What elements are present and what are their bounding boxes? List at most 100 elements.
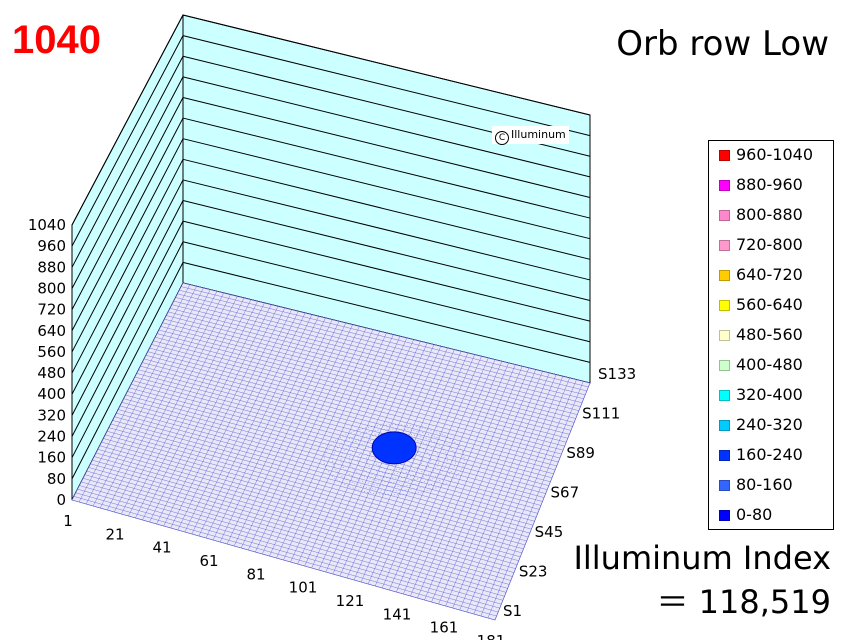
floor-mesh-line	[173, 300, 583, 403]
z-gridline-back	[182, 179, 591, 281]
floor-mesh-line	[171, 304, 581, 407]
peak-halo	[365, 445, 423, 475]
floor-mesh-line	[168, 311, 578, 415]
floor-mesh-line	[175, 297, 584, 400]
peak-halo	[332, 428, 457, 491]
floor-mesh-line	[166, 315, 576, 419]
y-tick-label: S89	[566, 444, 595, 462]
legend-label: 240-320	[736, 415, 803, 434]
legend-item: 0-80	[719, 505, 772, 525]
peak-blob	[323, 424, 465, 496]
z-gridline-left	[71, 117, 184, 332]
z-gridline-left	[71, 138, 184, 353]
z-gridline-back	[182, 14, 591, 116]
floor-mesh-line	[438, 369, 536, 605]
floor-mesh-line	[459, 374, 557, 611]
z-gridline-back	[182, 158, 591, 260]
z-tick-label: 800	[37, 279, 66, 297]
y-tick-label: S133	[598, 365, 636, 383]
legend-swatch	[719, 390, 730, 401]
legend-label: 720-800	[736, 235, 803, 254]
illuminum-index: Illuminum Index ＝ 118,519	[573, 536, 831, 624]
floor-mesh-line	[487, 381, 584, 619]
floor-mesh-line	[473, 377, 570, 615]
legend-item: 560-640	[719, 295, 803, 315]
x-tick-label: 61	[199, 552, 218, 570]
z-gridline-back	[182, 76, 591, 178]
z-gridline-left	[71, 179, 184, 395]
watermark-text: Illuminum	[511, 128, 566, 141]
max-value-label: 1040	[12, 18, 101, 62]
z-tick-label: 560	[37, 343, 66, 361]
legend-swatch	[719, 420, 730, 431]
peak-surface	[371, 431, 417, 465]
index-value: ＝ 118,519	[656, 583, 831, 621]
floor-mesh-line	[182, 282, 591, 384]
z-gridline-left	[71, 262, 184, 480]
legend-label: 560-640	[736, 295, 803, 314]
y-tick-label: S23	[519, 563, 548, 581]
floor-mesh	[71, 282, 591, 621]
x-tick-label: 81	[246, 565, 265, 583]
x-tick-label: 101	[289, 579, 318, 597]
z-tick-label: 240	[37, 428, 66, 446]
left-wall	[71, 14, 184, 501]
legend-item: 800-880	[719, 205, 803, 225]
x-tick-label: 21	[105, 525, 124, 543]
z-gridline-left	[71, 14, 184, 226]
z-gridline-left	[71, 241, 184, 458]
copyright-icon: C	[495, 131, 509, 145]
legend-label: 400-480	[736, 355, 803, 374]
z-gridline-back	[182, 220, 591, 322]
legend-label: 960-1040	[736, 145, 814, 164]
floor-mesh-line	[177, 293, 586, 396]
floor-mesh-line	[466, 376, 564, 613]
chart-title: Orb row Low	[616, 24, 829, 64]
legend-swatch	[719, 480, 730, 491]
z-gridline-left	[71, 35, 184, 247]
z-tick-label: 1040	[28, 216, 66, 234]
legend-item: 160-240	[719, 445, 803, 465]
z-axis-ticks: 0 80 160 240 320 400 480 560 640 720 800 880 960 1040	[28, 216, 66, 509]
z-tick-label: 960	[37, 237, 66, 255]
floor-mesh-line	[169, 308, 579, 411]
legend-swatch	[719, 150, 730, 161]
legend-label: 640-720	[736, 265, 803, 284]
legend-item: 880-960	[719, 175, 803, 195]
legend-label: 160-240	[736, 445, 803, 464]
y-axis-ticks: S1 S23 S45 S67 S89 S111 S133	[503, 365, 636, 620]
z-tick-label: 720	[37, 301, 66, 319]
z-gridline-back	[182, 96, 591, 198]
z-tick-label: 880	[37, 258, 66, 276]
z-tick-label: 0	[56, 491, 66, 509]
legend-item: 80-160	[719, 475, 793, 495]
peak-halo	[374, 449, 415, 470]
z-gridline-back	[182, 117, 591, 219]
legend-label: 80-160	[736, 475, 793, 494]
legend-label: 0-80	[736, 505, 773, 524]
floor-mesh-line	[480, 379, 577, 617]
x-axis-ticks: 121416181101121141161181	[63, 512, 505, 640]
legend-swatch	[719, 240, 730, 251]
peak-halo	[323, 424, 465, 496]
legend-item: 400-480	[719, 355, 803, 375]
z-tick-label: 400	[37, 385, 66, 403]
x-tick-label: 1	[63, 512, 73, 530]
back-wall	[182, 14, 591, 384]
z-gridline-left	[71, 220, 184, 437]
floor-mesh-line	[494, 382, 591, 621]
z-tick-label: 320	[37, 406, 66, 424]
legend-label: 880-960	[736, 175, 803, 194]
x-tick-label: 41	[152, 539, 171, 557]
legend-swatch	[719, 510, 730, 521]
legend-swatch	[719, 210, 730, 221]
z-tick-label: 640	[37, 322, 66, 340]
legend-item: 720-800	[719, 235, 803, 255]
floor-mesh-line	[181, 286, 589, 388]
y-tick-label: S67	[551, 484, 580, 502]
legend-item: 240-320	[719, 415, 803, 435]
legend-swatch	[719, 300, 730, 311]
z-gridline-back	[182, 241, 591, 343]
z-tick-label: 480	[37, 364, 66, 382]
